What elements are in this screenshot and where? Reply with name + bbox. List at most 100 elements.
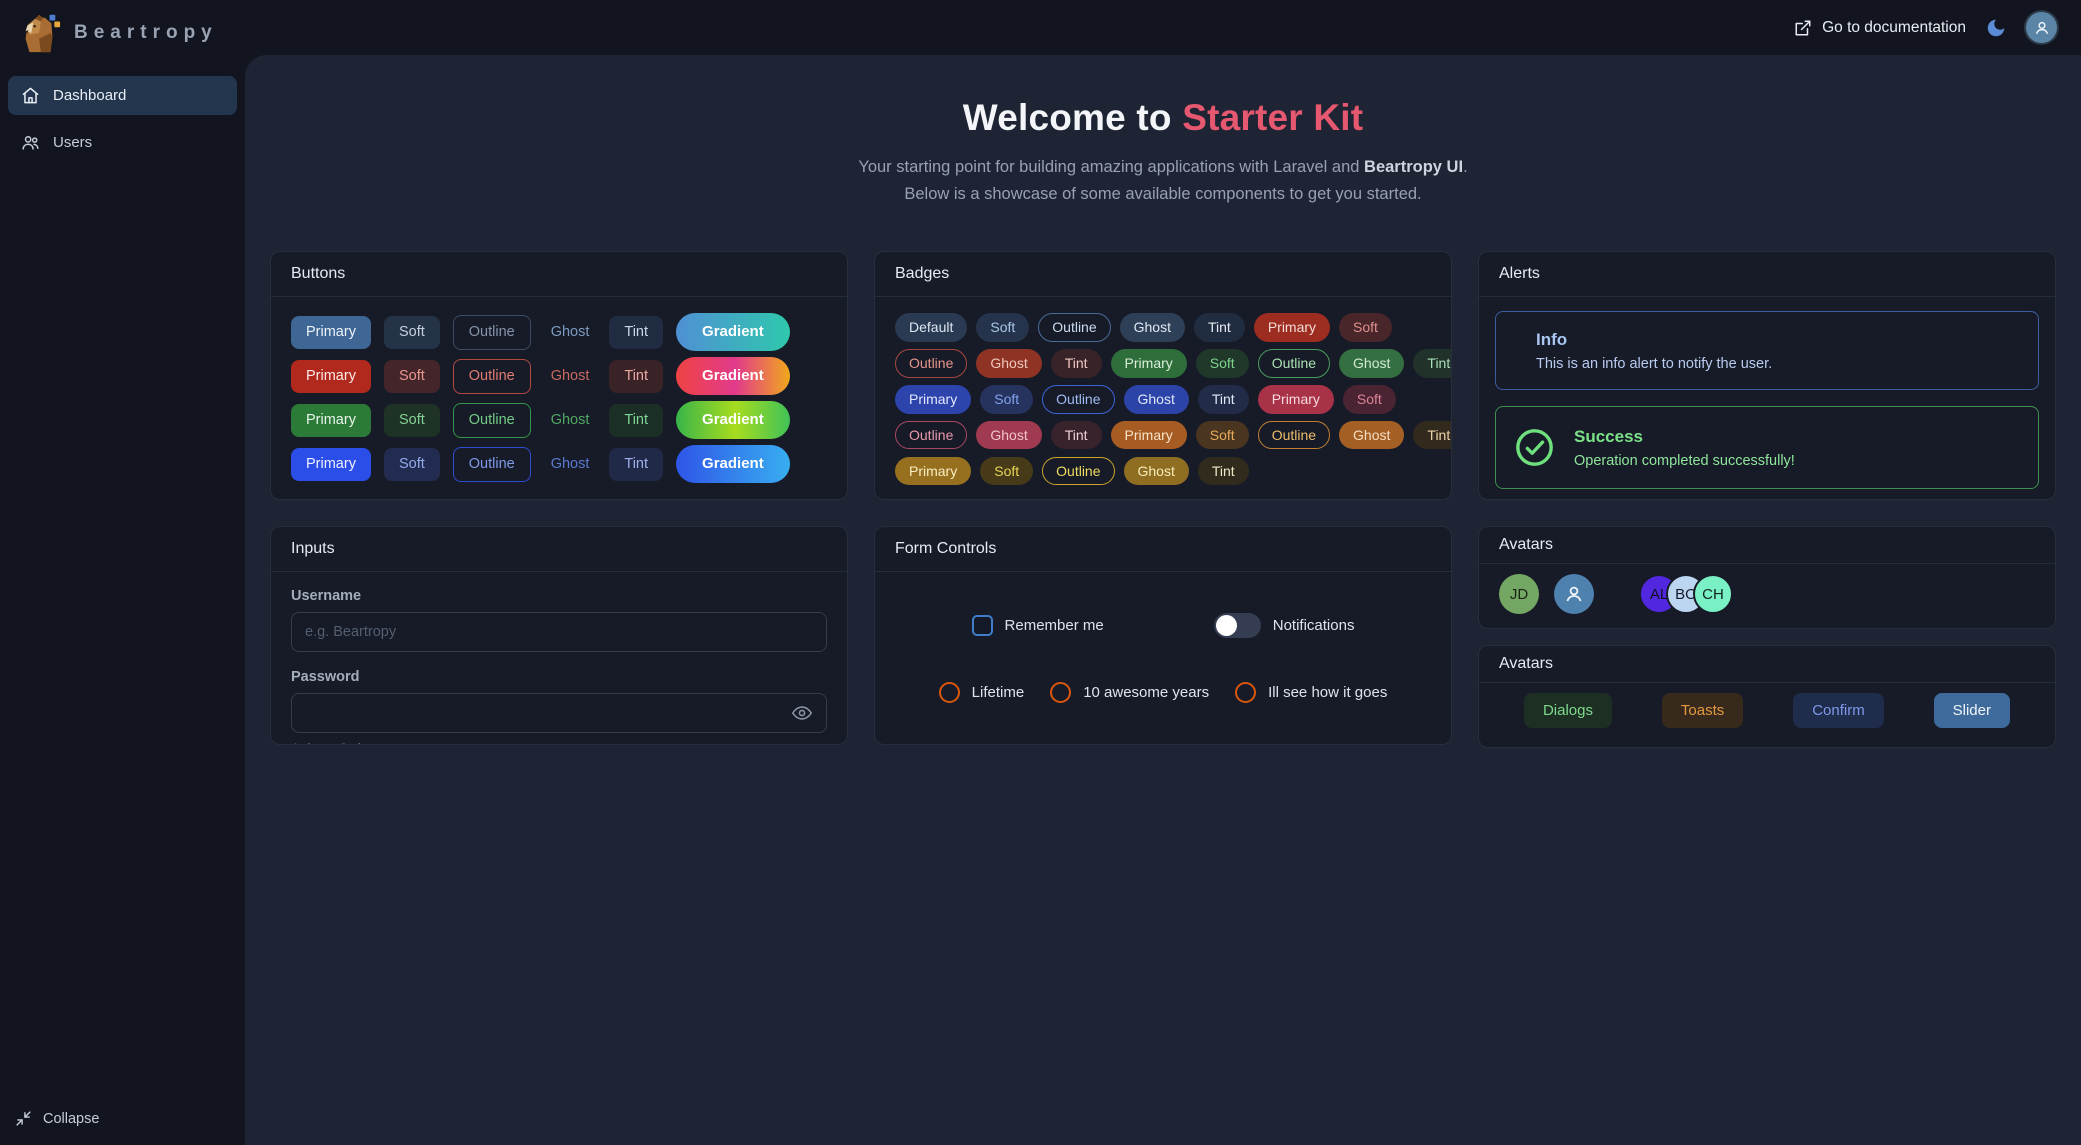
card-title: Badges [875, 252, 1451, 298]
password-input[interactable] [305, 705, 781, 722]
home-icon [21, 86, 40, 105]
sidebar-item-users[interactable]: Users [8, 123, 237, 162]
button-tint-green[interactable]: Tint [609, 403, 664, 438]
users-icon [21, 133, 40, 152]
main-panel: Welcome to Starter Kit Your starting poi… [245, 55, 2081, 1145]
confirm-button[interactable]: Confirm [1793, 693, 1884, 729]
password-label: Password [291, 669, 360, 686]
toasts-button[interactable]: Toasts [1661, 693, 1744, 729]
checkbox-label: Remember me [1004, 617, 1104, 635]
password-field-group: Password At least 8 characters [291, 669, 827, 744]
button-outline-green[interactable]: Outline [452, 402, 531, 439]
sidebar-item-label: Users [53, 134, 93, 151]
remember-me-checkbox[interactable]: Remember me [971, 615, 1104, 637]
badge-row-2: Outline Ghost Tint Primary Soft Outline Ghost T… [895, 349, 1451, 378]
badge-outline: Outline [1038, 313, 1111, 342]
user-menu-avatar[interactable] [2026, 12, 2057, 43]
checkbox-box [971, 615, 993, 637]
badge-primary: Primary [1110, 421, 1187, 450]
card-title: Alerts [1479, 252, 2055, 298]
button-row-green: Primary Soft Outline Ghost Tint Gradient [291, 401, 827, 440]
toggle-label: Notifications [1272, 617, 1355, 635]
badge-tint: Tint [1413, 421, 1451, 450]
button-primary-green[interactable]: Primary [291, 403, 371, 438]
sidebar-item-label: Dashboard [53, 87, 127, 104]
badge-primary: Primary [1110, 349, 1187, 378]
badge-tint: Tint [1197, 385, 1249, 414]
card-title: Inputs [271, 527, 847, 573]
button-ghost-slate[interactable]: Ghost [544, 316, 597, 349]
password-input-wrap [291, 693, 827, 734]
radio-10-awesome-years[interactable]: 10 awesome years [1050, 682, 1210, 704]
card-title: Avatars [1479, 646, 2055, 684]
radio-circle [1235, 682, 1257, 704]
page-title-accent: Starter Kit [1182, 97, 1364, 138]
form-controls-card: Form Controls Remember me Notifications [874, 526, 1452, 746]
eye-icon[interactable] [791, 702, 813, 724]
badge-soft: Soft [1195, 421, 1249, 450]
notifications-toggle[interactable]: Notifications [1213, 613, 1355, 639]
avatar-row: JD AL BO CH [1499, 574, 1733, 615]
user-icon [2035, 21, 2048, 34]
badge-primary: Primary [895, 385, 972, 414]
username-input-wrap [291, 612, 827, 653]
button-gradient-red[interactable]: Gradient [676, 357, 790, 396]
radio-label: 10 awesome years [1083, 684, 1210, 702]
badge-default: Default [895, 313, 968, 342]
button-primary-red[interactable]: Primary [291, 359, 371, 394]
success-alert-title: Success [1574, 426, 1643, 446]
slider-button[interactable]: Slider [1933, 693, 2010, 729]
radio-ill-see-how-it-goes[interactable]: Ill see how it goes [1235, 682, 1387, 704]
doc-link[interactable]: Go to documentation [1794, 19, 1966, 37]
button-gradient-blue[interactable]: Gradient [676, 445, 790, 484]
button-soft-blue[interactable]: Soft [383, 447, 440, 482]
badges-showcase: Default Soft Outline Ghost Tint Primary Soft Ou… [895, 313, 1451, 486]
badge-ghost: Ghost [1123, 457, 1189, 486]
badge-soft: Soft [1342, 385, 1396, 414]
badge-row-4: Outline Ghost Tint Primary Soft Outline Ghost T… [895, 421, 1451, 450]
cards-grid: Buttons Primary Soft Outline Ghost Tint Gradi… [245, 207, 2081, 749]
success-alert-message: Operation completed successfully! [1574, 452, 1795, 469]
page-subtitle: Your starting point for building amazing… [858, 158, 1468, 203]
collapse-button[interactable]: Collapse [0, 1094, 245, 1145]
controls-row-1: Remember me Notifications [895, 613, 1431, 639]
badge-outline: Outline [1257, 349, 1331, 378]
dialogs-button[interactable]: Dialogs [1523, 693, 1612, 729]
button-soft-slate[interactable]: Soft [383, 315, 440, 350]
avatar-user-icon [1554, 574, 1594, 615]
sidebar-nav: Dashboard Users [0, 66, 245, 172]
main-column: Go to documentation Welcome to Starter K… [245, 0, 2081, 1145]
badge-outline: Outline [1042, 457, 1115, 486]
card-title: Avatars [1479, 527, 2055, 565]
username-field-group: Username [291, 588, 827, 653]
button-primary-slate[interactable]: Primary [291, 315, 371, 350]
toggle-knob [1215, 615, 1237, 637]
radio-lifetime[interactable]: Lifetime [938, 682, 1024, 704]
avatars-secondary-card: Avatars Dialogs Toasts Confirm Slider [1478, 645, 2056, 749]
button-primary-blue[interactable]: Primary [291, 447, 371, 482]
button-tint-blue[interactable]: Tint [609, 447, 664, 482]
username-input[interactable] [305, 624, 813, 641]
badge-row-1: Default Soft Outline Ghost Tint Primary Soft [895, 313, 1431, 342]
badge-outline: Outline [895, 349, 968, 378]
button-soft-red[interactable]: Soft [383, 359, 440, 394]
button-soft-green[interactable]: Soft [383, 403, 440, 438]
button-ghost-green[interactable]: Ghost [544, 404, 597, 437]
button-gradient-green[interactable]: Gradient [676, 401, 790, 440]
badge-soft: Soft [1339, 313, 1392, 342]
password-help: At least 8 characters [291, 741, 827, 744]
button-ghost-red[interactable]: Ghost [544, 360, 597, 393]
button-outline-blue[interactable]: Outline [452, 446, 531, 483]
button-tint-slate[interactable]: Tint [609, 315, 664, 350]
external-link-icon [1794, 19, 1812, 37]
badge-tint: Tint [1413, 349, 1451, 378]
badges-card: Badges Default Soft Outline Ghost Tint Primar… [874, 251, 1452, 501]
buttons-showcase: Primary Soft Outline Ghost Tint Gradient Prima… [291, 313, 827, 484]
button-ghost-blue[interactable]: Ghost [544, 448, 597, 481]
dark-mode-toggle[interactable] [1985, 17, 2007, 39]
button-tint-red[interactable]: Tint [609, 359, 664, 394]
button-gradient-slate[interactable]: Gradient [676, 313, 790, 352]
sidebar-item-dashboard[interactable]: Dashboard [8, 76, 237, 115]
button-outline-slate[interactable]: Outline [452, 314, 531, 351]
button-outline-red[interactable]: Outline [452, 358, 531, 395]
